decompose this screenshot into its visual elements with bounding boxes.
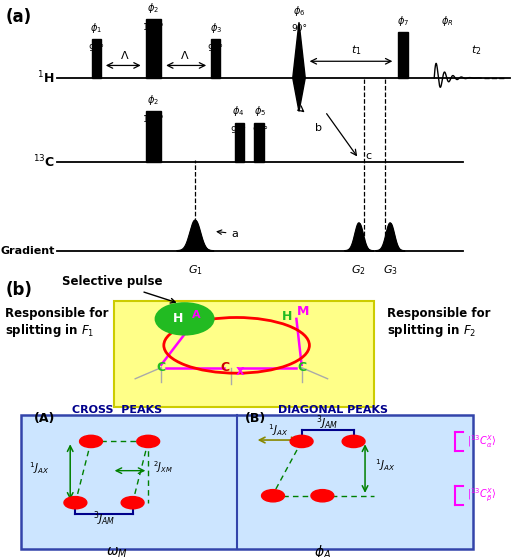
Text: $\phi_5$: $\phi_5$: [254, 104, 266, 119]
Text: $t_2$: $t_2$: [471, 43, 481, 57]
Polygon shape: [293, 22, 305, 111]
Circle shape: [80, 436, 102, 448]
Text: 90°: 90°: [230, 126, 246, 135]
Circle shape: [64, 497, 87, 509]
Text: 90°: 90°: [291, 25, 307, 33]
Text: (a): (a): [5, 8, 31, 26]
Text: $\phi_3$: $\phi_3$: [210, 21, 222, 35]
Text: H: H: [173, 312, 184, 325]
Text: $^2J_{XM}$: $^2J_{XM}$: [153, 459, 173, 475]
Text: $\Lambda$: $\Lambda$: [120, 49, 129, 61]
Text: DIAGONAL PEAKS: DIAGONAL PEAKS: [278, 405, 388, 415]
Text: Selective pulse: Selective pulse: [62, 276, 175, 303]
Text: $^3J_{AM}$: $^3J_{AM}$: [316, 414, 339, 432]
Text: $\phi_2$: $\phi_2$: [147, 93, 160, 107]
Circle shape: [262, 490, 284, 502]
Text: M: M: [296, 305, 309, 319]
Text: C: C: [297, 361, 306, 374]
Text: CROSS  PEAKS: CROSS PEAKS: [72, 405, 162, 415]
Text: $\omega_M$: $\omega_M$: [106, 546, 128, 557]
Text: $|^{13}C^X_\alpha\rangle$: $|^{13}C^X_\alpha\rangle$: [467, 433, 497, 450]
Text: $\phi_2$: $\phi_2$: [147, 1, 160, 15]
Bar: [398, 32, 408, 78]
Text: (b): (b): [5, 281, 32, 299]
Text: 90°: 90°: [208, 44, 224, 53]
Circle shape: [137, 436, 160, 448]
Text: 90°: 90°: [252, 126, 268, 135]
Text: $^1J_{AX}$: $^1J_{AX}$: [268, 423, 288, 438]
Text: $G_1$: $G_1$: [188, 263, 202, 277]
Text: $\phi_7$: $\phi_7$: [397, 14, 409, 28]
Text: a: a: [217, 229, 238, 239]
Text: C: C: [157, 361, 166, 374]
Text: $G_3$: $G_3$: [383, 263, 397, 277]
Circle shape: [342, 436, 365, 448]
Circle shape: [290, 436, 313, 448]
Text: Gradient: Gradient: [0, 246, 55, 256]
Text: Responsible for
splitting in $F_1$: Responsible for splitting in $F_1$: [5, 307, 109, 339]
Text: $^3J_{AM}$: $^3J_{AM}$: [93, 509, 115, 527]
Bar: [211, 39, 220, 78]
Text: $\Lambda$: $\Lambda$: [180, 49, 189, 61]
Text: $\phi_6$: $\phi_6$: [293, 4, 305, 18]
Text: $\phi_A$: $\phi_A$: [314, 543, 331, 557]
Text: $\phi_1$: $\phi_1$: [90, 21, 102, 35]
Bar: [146, 111, 161, 162]
Bar: [92, 39, 101, 78]
Text: (A): (A): [34, 412, 55, 425]
Text: $\phi_R$: $\phi_R$: [441, 14, 453, 28]
Text: 90°: 90°: [88, 44, 104, 53]
Text: Responsible for
splitting in $F_2$: Responsible for splitting in $F_2$: [387, 307, 491, 339]
Text: $G_2$: $G_2$: [352, 263, 366, 277]
Bar: [21, 415, 473, 549]
Bar: [235, 123, 244, 162]
Bar: [146, 19, 161, 78]
Text: (B): (B): [244, 412, 266, 425]
Text: X: X: [236, 367, 244, 377]
Circle shape: [311, 490, 334, 502]
Circle shape: [156, 304, 213, 334]
Bar: [114, 301, 374, 407]
Text: $\phi_4$: $\phi_4$: [232, 104, 244, 119]
Text: $^{13}$C: $^{13}$C: [33, 153, 55, 170]
Bar: [254, 123, 264, 162]
Text: $^1J_{AX}$: $^1J_{AX}$: [29, 460, 49, 476]
Text: H: H: [282, 310, 292, 323]
Text: $|^{13}C^X_\beta\rangle$: $|^{13}C^X_\beta\rangle$: [467, 487, 497, 505]
Text: $\beta$: $\beta$: [399, 31, 407, 45]
Circle shape: [121, 497, 144, 509]
Text: 180°: 180°: [142, 115, 164, 124]
Text: 180°: 180°: [142, 23, 164, 32]
Text: c: c: [366, 151, 372, 161]
Text: $^1$H: $^1$H: [37, 70, 55, 86]
Text: $^1J_{AX}$: $^1J_{AX}$: [375, 457, 396, 472]
Text: b: b: [315, 123, 321, 133]
Text: A: A: [192, 310, 200, 320]
Text: $t_1$: $t_1$: [351, 43, 361, 57]
Text: C: C: [220, 361, 230, 374]
